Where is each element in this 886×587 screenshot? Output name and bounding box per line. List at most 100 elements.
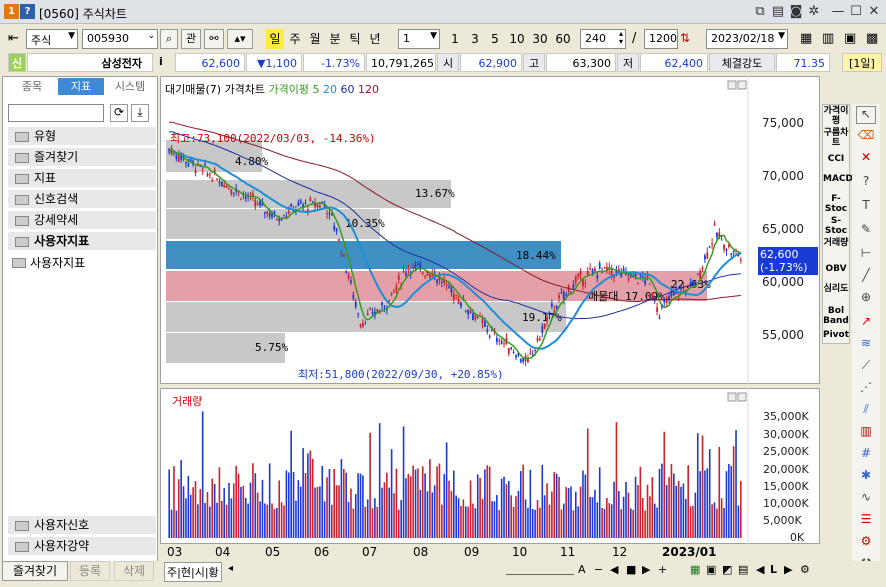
ruler-icon[interactable]: ⊢ [860,246,872,260]
period-count-select[interactable]: 1 ▼ [398,29,440,49]
text-icon[interactable]: T [862,198,870,212]
rb-sstoc[interactable]: S-Stoc [824,216,848,236]
period-tick[interactable]: 틱 [349,32,361,46]
scroll-left-icon[interactable]: ◂ [228,563,234,574]
download-icon[interactable]: ⤓ [131,104,149,122]
n30-button[interactable]: 30 [532,32,548,46]
n3-button[interactable]: 3 [471,32,479,46]
line-icon[interactable]: ╱ [862,268,870,282]
code-input[interactable]: 005930 ⌄ [82,29,158,49]
diagonal-icon[interactable]: ⟋ [861,358,871,372]
rb-volume[interactable]: 거래량 [823,238,849,248]
kwan-button[interactable]: 관 [181,29,201,49]
tree-indicators[interactable]: 지표 [8,169,156,188]
save-chart-icon[interactable]: ▣ [706,563,717,576]
tree-type[interactable]: 유형 [8,127,156,146]
market-select[interactable]: 주식 ▼ [26,29,78,49]
help-badge[interactable]: ? [20,4,35,19]
n1-button[interactable]: 1 [451,32,459,46]
total-input[interactable]: 1200 [644,29,678,49]
camera-icon[interactable]: ◙ [789,4,803,19]
info-icon[interactable]: i [159,55,163,68]
period-indicator[interactable]: [1일] [842,53,882,72]
tab-stocks[interactable]: 종목 [21,80,43,93]
rb-cci[interactable]: CCI [827,154,845,164]
save-icon[interactable]: ▣ [844,31,857,46]
updown-spinner[interactable]: ▴▾ [227,29,253,49]
period-year[interactable]: 년 [369,32,381,46]
rb-fstoc[interactable]: F-Stoc [824,194,848,214]
stock-name[interactable]: 삼성전자 [27,53,153,72]
date-picker[interactable]: 2023/02/18 ▼ [706,29,788,49]
n5-button[interactable]: 5 [491,32,499,46]
refresh-icon[interactable]: ⟳ [110,104,128,122]
tab-systems[interactable]: 시스템 [114,80,146,93]
options-icon[interactable]: ⚙ [800,563,810,576]
layout-icon[interactable]: ▥ [822,31,835,46]
chart-setup-icon[interactable]: ▦ [800,31,813,46]
tree-signal-search[interactable]: 신호검색 [8,190,156,209]
tree-user-indicators-sub[interactable]: 사용자지표 [12,254,85,271]
parallel-icon[interactable]: ⫽ [863,402,869,416]
scroll-next-icon[interactable]: ▶ [784,563,793,576]
bars-stepper[interactable]: 240 ▴ ▾ [580,29,626,49]
gear-icon[interactable]: ✲ [808,4,820,19]
n10-button[interactable]: 10 [509,32,525,46]
favorites-button[interactable]: 즐겨찾기 [2,561,68,581]
gann-icon[interactable]: ✱ [860,468,872,482]
rb-psych[interactable]: 심리도 [823,284,849,294]
link-icon[interactable]: ⧉ [755,4,765,19]
help-icon[interactable]: ? [862,174,870,188]
auto-icon[interactable]: ⚙ [860,534,872,548]
link-chain-icon[interactable]: ⚯ [204,29,224,49]
zoom-out-icon[interactable]: − [594,563,604,576]
trash-icon[interactable]: ✕ [860,150,872,164]
volume-chart-svg[interactable] [160,388,820,544]
zoom-slider[interactable] [506,563,574,575]
n60-button[interactable]: 60 [555,32,571,46]
zoom-in-icon[interactable]: + [658,563,668,576]
zoom-icon[interactable]: ⊕ [860,290,872,304]
prev-icon[interactable]: ◀ [610,563,619,576]
grid-tool-icon[interactable]: # [860,446,872,460]
excel-icon[interactable]: ▦ [690,563,701,576]
close-icon[interactable]: ✕ [868,4,880,19]
trendline-icon[interactable]: ↗ [860,314,872,328]
tree-user-indicators[interactable]: 사용자지표 [8,232,156,251]
tab-indicators[interactable]: 지표 [58,78,104,95]
rb-cloud[interactable]: 구름차트 [823,128,849,148]
rb-bollinger[interactable]: Bol Band [823,306,849,326]
grid-icon[interactable]: ▩ [866,31,879,46]
print-icon[interactable]: ▤ [771,4,785,19]
eraser-icon[interactable]: ⌫ [857,128,875,142]
register-button[interactable]: 등록 [70,561,110,581]
tree-user-strength[interactable]: 사용자강약 [8,537,156,556]
font-size-icon[interactable]: A [578,563,586,576]
search-icon[interactable]: ⌕ [160,29,178,49]
next-icon[interactable]: ▶ [642,563,651,576]
period-week[interactable]: 주 [289,32,301,46]
tree-strength[interactable]: 강세약세 [8,211,156,230]
indicator-search-input[interactable] [8,104,104,122]
window-number-badge[interactable]: 1 [4,4,19,19]
refresh-icon[interactable]: ⇅ [680,31,691,45]
hline-icon[interactable]: ☰ [860,512,872,526]
arrow-left-icon[interactable]: ⇤ [8,31,19,46]
table-icon[interactable]: ▤ [738,563,749,576]
rb-obv[interactable]: OBV [825,264,847,274]
channel-icon[interactable]: ≋ [860,336,872,350]
minimize-icon[interactable]: — [831,4,845,19]
rb-price-ma[interactable]: 가격이평 [823,106,849,126]
wave-icon[interactable]: ∿ [860,490,872,504]
period-minute[interactable]: 분 [329,32,341,46]
stop-icon[interactable]: ■ [626,563,637,576]
period-day[interactable]: 일 [266,29,284,49]
image-icon[interactable]: ◩ [722,563,733,576]
mode-tabs[interactable]: 주|현|시|황 [164,562,222,582]
fibo-icon[interactable]: ▥ [860,424,872,438]
last-icon[interactable]: L [770,563,778,576]
delete-button[interactable]: 삭제 [114,561,154,581]
cursor-icon[interactable]: ↖ [856,106,876,124]
tree-favorites[interactable]: 즐겨찾기 [8,148,156,167]
maximize-icon[interactable]: ☐ [850,4,862,19]
